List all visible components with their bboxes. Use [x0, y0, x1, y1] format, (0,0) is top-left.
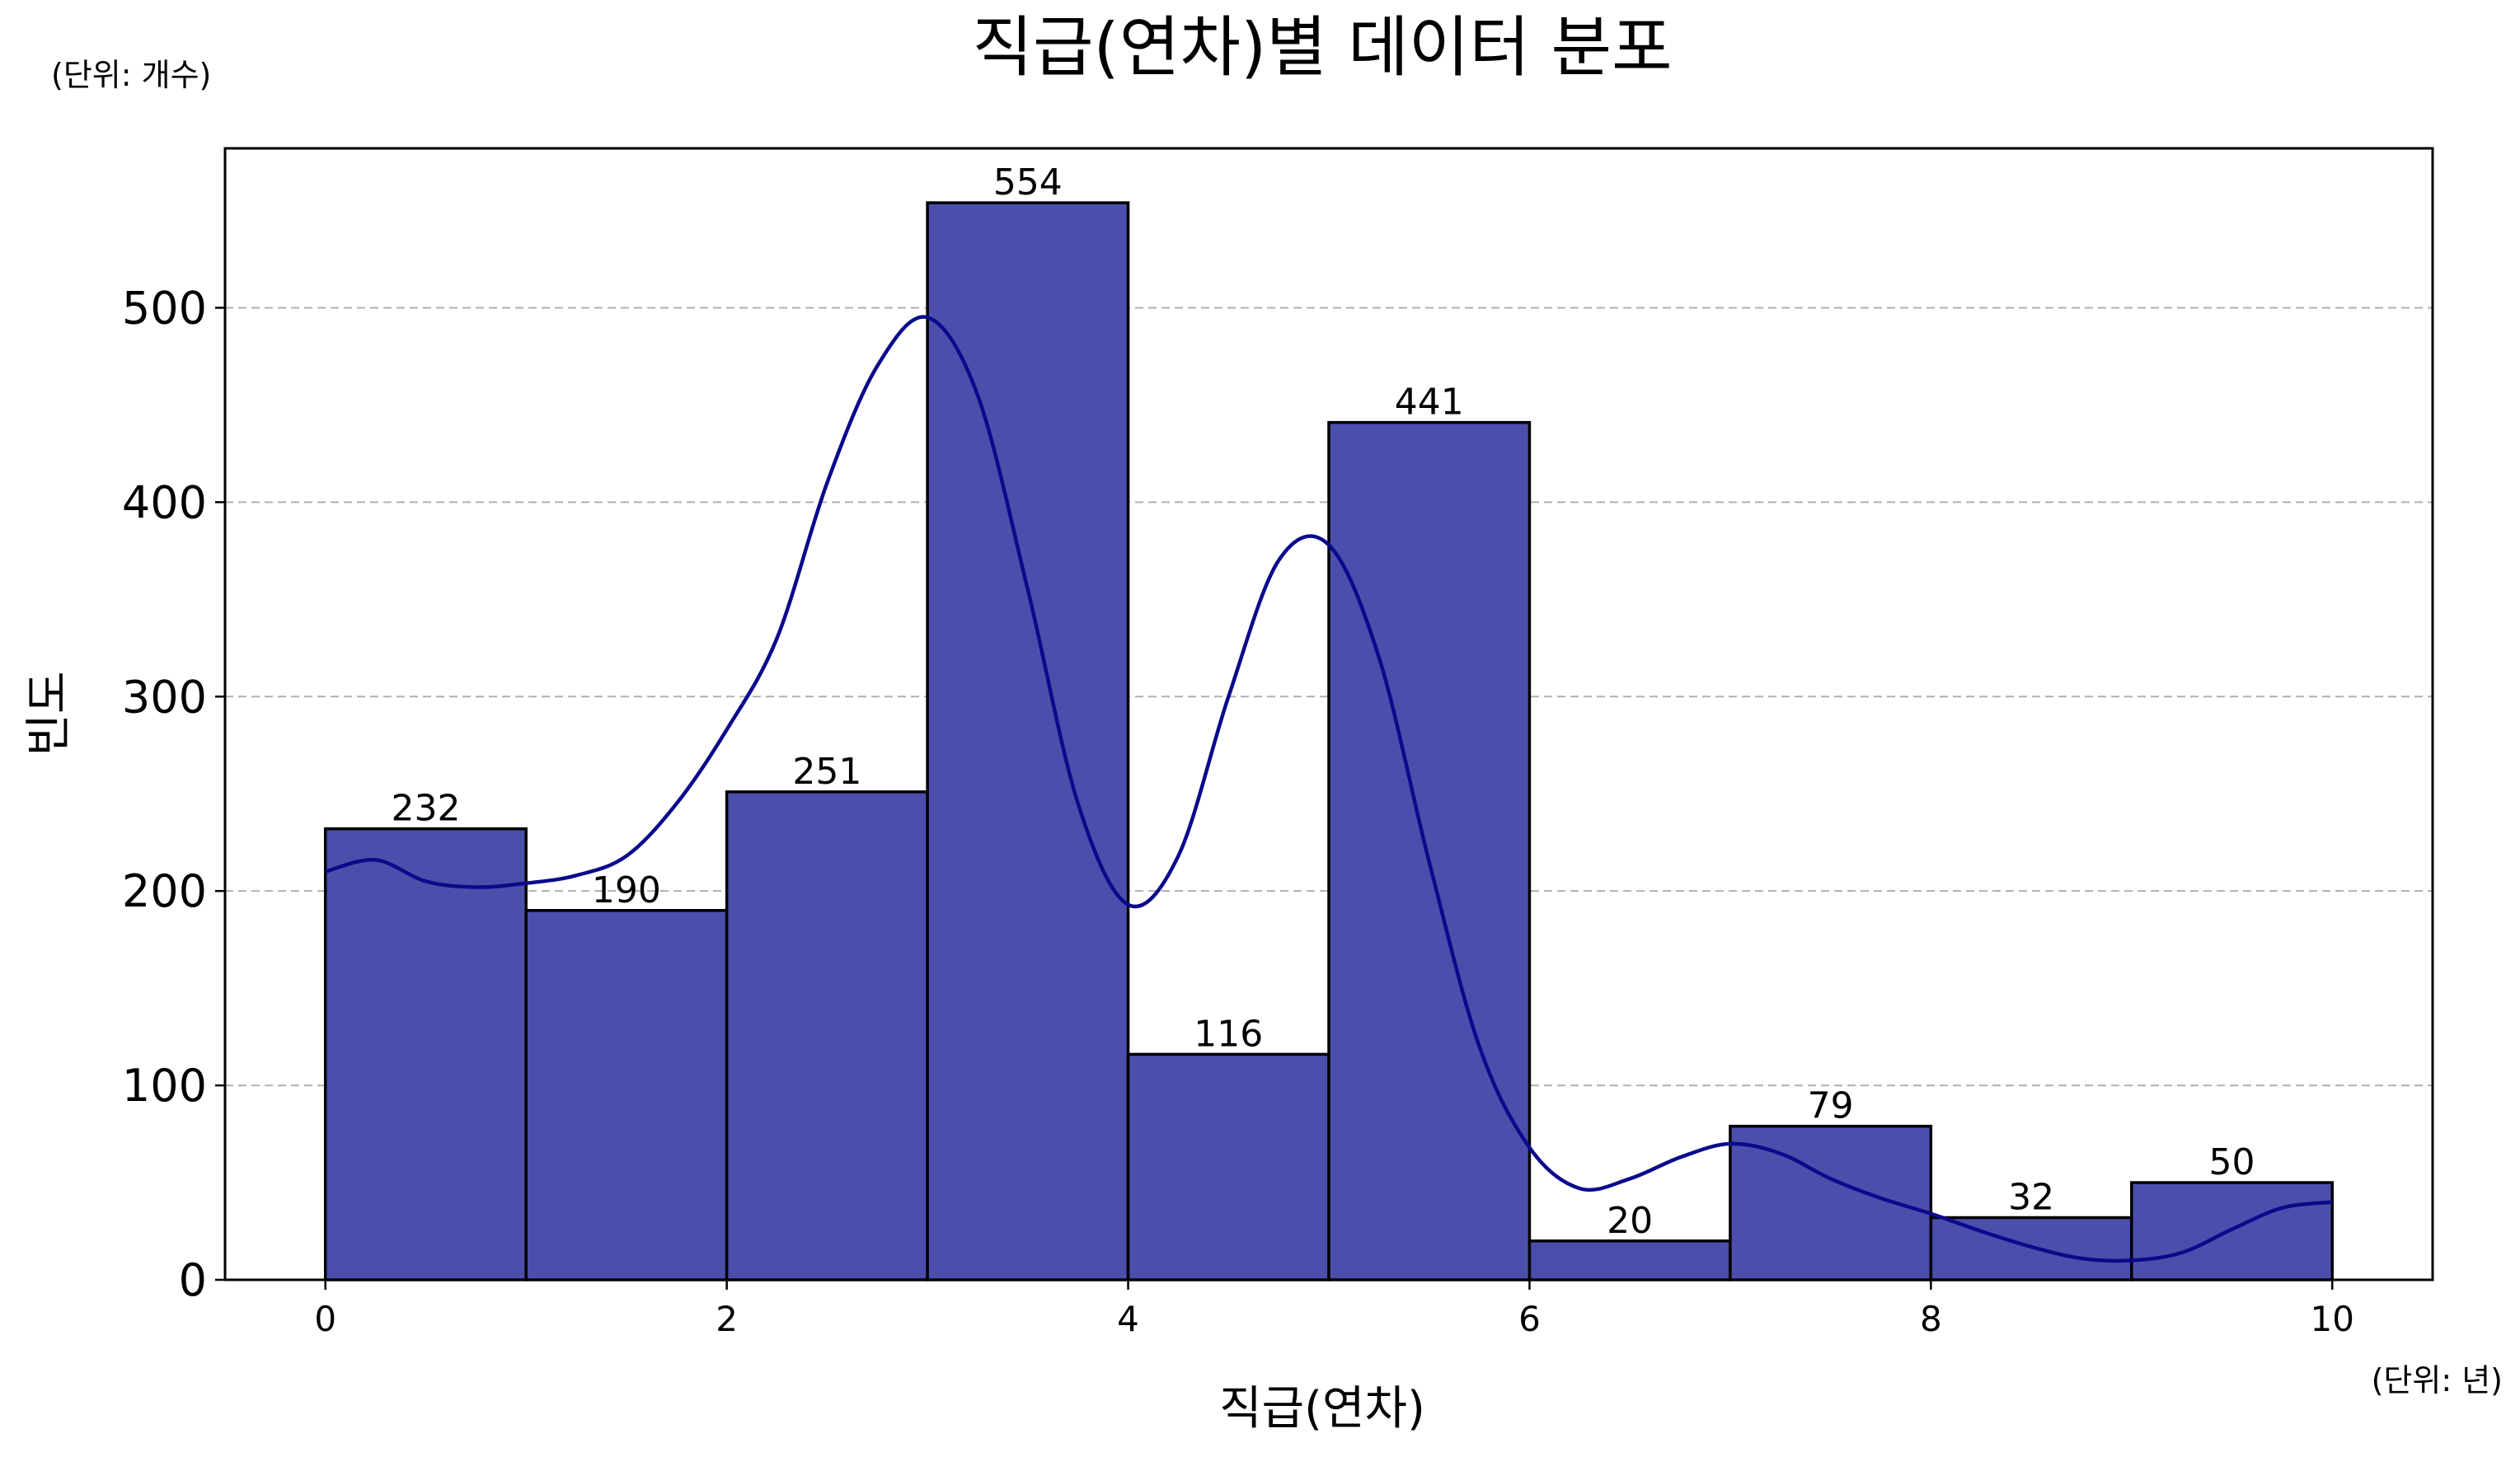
bars: [326, 203, 2333, 1280]
bar: [1529, 1241, 1729, 1280]
y-tick-label: 500: [122, 282, 207, 334]
bar-value-label: 554: [993, 162, 1063, 204]
x-tick-label: 0: [314, 1299, 336, 1339]
chart-title: 직급(연차)별 데이터 분포: [972, 9, 1672, 86]
bar-value-label: 50: [2209, 1141, 2255, 1183]
x-axis-ticks: 0 2 4 6 8 10: [314, 1280, 2354, 1339]
y-tick-label: 100: [122, 1060, 207, 1112]
x-tick-label: 4: [1117, 1299, 1139, 1339]
bar-value-label: 116: [1194, 1013, 1263, 1055]
x-unit-note: (단위: 년): [2372, 1362, 2503, 1398]
bar-value-label: 20: [1607, 1200, 1653, 1242]
bar: [727, 792, 927, 1280]
bar-value-label: 32: [2008, 1177, 2054, 1219]
y-tick-label: 200: [122, 865, 207, 917]
y-tick-label: 300: [122, 671, 207, 723]
bar-value-label: 441: [1395, 382, 1464, 424]
x-axis-label: 직급(연차): [1219, 1382, 1425, 1436]
bar-value-label: 251: [792, 751, 861, 793]
y-tick-label: 400: [122, 476, 207, 528]
y-axis-ticks: 0 100 200 300 400 500: [122, 282, 225, 1306]
bar: [1329, 423, 1529, 1280]
y-axis-label: 빈도: [22, 671, 76, 756]
bar-value-label: 232: [391, 788, 460, 830]
bar: [326, 829, 526, 1280]
bar-value-label: 79: [1808, 1085, 1854, 1127]
x-tick-label: 8: [1920, 1299, 1942, 1339]
y-unit-note: (단위: 개수): [51, 57, 211, 93]
x-tick-label: 6: [1518, 1299, 1541, 1339]
bar: [1129, 1054, 1329, 1280]
x-tick-label: 10: [2311, 1299, 2354, 1339]
x-tick-label: 2: [716, 1299, 738, 1339]
bar: [526, 911, 726, 1280]
bar-value-label: 190: [592, 869, 661, 911]
bar: [1931, 1218, 2131, 1280]
y-tick-label: 0: [179, 1254, 207, 1306]
bar: [927, 203, 1128, 1280]
